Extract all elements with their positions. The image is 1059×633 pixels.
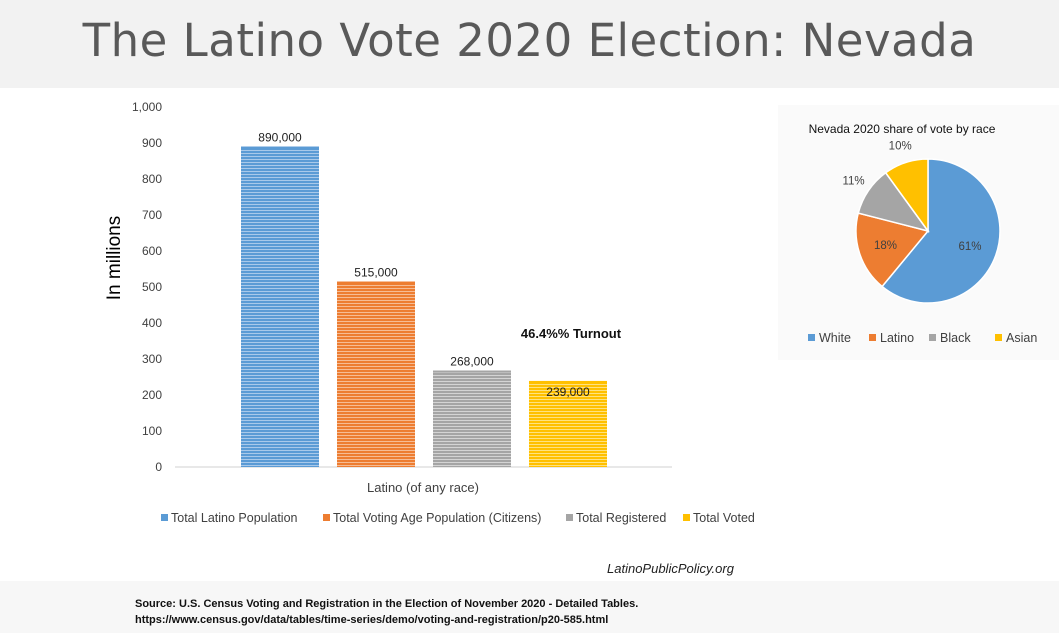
pie-slice-latino <box>855 212 930 288</box>
page-title: The Latino Vote 2020 Election: Nevada <box>82 14 977 67</box>
pie-slice-white <box>881 158 1001 304</box>
y-tick-label: 300 <box>142 352 162 366</box>
pie-legend-swatch <box>808 334 815 341</box>
legend-label: Total Registered <box>576 511 666 525</box>
website-credit: LatinoPublicPolicy.org <box>607 561 734 576</box>
bar-data-label: 268,000 <box>450 355 494 369</box>
y-tick-label: 500 <box>142 280 162 294</box>
y-tick-label: 600 <box>142 244 162 258</box>
pie-slice-asian <box>884 158 929 234</box>
title-banner <box>0 0 1059 88</box>
source-line-1: Source: U.S. Census Voting and Registrat… <box>135 598 639 610</box>
pie-chart: Nevada 2020 share of vote by race 61% 18%… <box>778 105 1059 360</box>
pie-data-label: 18% <box>874 240 897 252</box>
x-category-label: Latino (of any race) <box>367 480 479 495</box>
pie-data-label: 10% <box>889 140 912 152</box>
y-axis-ticks: 0 100 200 300 400 500 600 700 800 900 1,000 <box>132 100 162 474</box>
y-tick-label: 0 <box>155 460 162 474</box>
pie-slices <box>855 158 1001 304</box>
bar-top-edge <box>433 370 511 373</box>
y-axis-label: In millions <box>104 216 125 300</box>
pie-legend-label: Black <box>940 331 971 345</box>
y-tick-label: 200 <box>142 388 162 402</box>
legend-swatch <box>161 514 168 521</box>
pie-data-label: 61% <box>958 241 981 253</box>
y-tick-label: 800 <box>142 172 162 186</box>
y-tick-label: 700 <box>142 208 162 222</box>
pie-legend-swatch <box>995 334 1002 341</box>
bar-total-voted <box>529 380 607 467</box>
pie-legend-label: Latino <box>880 331 914 345</box>
legend-label: Total Voted <box>693 511 755 525</box>
bar-top-edge <box>529 380 607 383</box>
legend-label: Total Voting Age Population (Citizens) <box>333 511 541 525</box>
bars: 890,000 515,000 268,000 239,000 <box>241 131 607 467</box>
bar-total-voting-age-population-citizens <box>337 281 415 467</box>
legend-swatch <box>323 514 330 521</box>
footer-band <box>0 581 1059 633</box>
bar-chart: 0 100 200 300 400 500 600 700 800 900 1,000 In mil… <box>104 100 755 525</box>
turnout-annotation: 46.4%% Turnout <box>521 326 622 341</box>
y-tick-label: 400 <box>142 316 162 330</box>
legend-swatch <box>566 514 573 521</box>
pie-legend-swatch <box>869 334 876 341</box>
pie-title: Nevada 2020 share of vote by race <box>809 122 996 136</box>
source-line-2: https://www.census.gov/data/tables/time-… <box>135 614 609 626</box>
bar-data-label: 890,000 <box>258 131 302 145</box>
source-note: Source: U.S. Census Voting and Registrat… <box>135 596 638 628</box>
bar-total-latino-population <box>241 146 319 467</box>
y-tick-label: 1,000 <box>132 100 162 114</box>
bar-top-edge <box>337 281 415 284</box>
pie-legend-label: Asian <box>1006 331 1037 345</box>
y-tick-label: 900 <box>142 136 162 150</box>
pie-data-label: 11% <box>842 175 864 187</box>
pie-legend-swatch <box>929 334 936 341</box>
bar-legend: Total Latino Population Total Voting Age … <box>161 511 755 525</box>
bar-data-label: 239,000 <box>546 385 590 399</box>
pie-legend: White Latino Black Asian <box>808 331 1037 345</box>
y-tick-label: 100 <box>142 424 162 438</box>
pie-labels: 61% 18% 11% 10% <box>842 140 981 253</box>
legend-swatch <box>683 514 690 521</box>
legend-label: Total Latino Population <box>171 511 298 525</box>
pie-legend-label: White <box>819 331 851 345</box>
bar-total-registered <box>433 370 511 467</box>
bar-top-edge <box>241 146 319 149</box>
bar-data-label: 515,000 <box>354 266 398 280</box>
